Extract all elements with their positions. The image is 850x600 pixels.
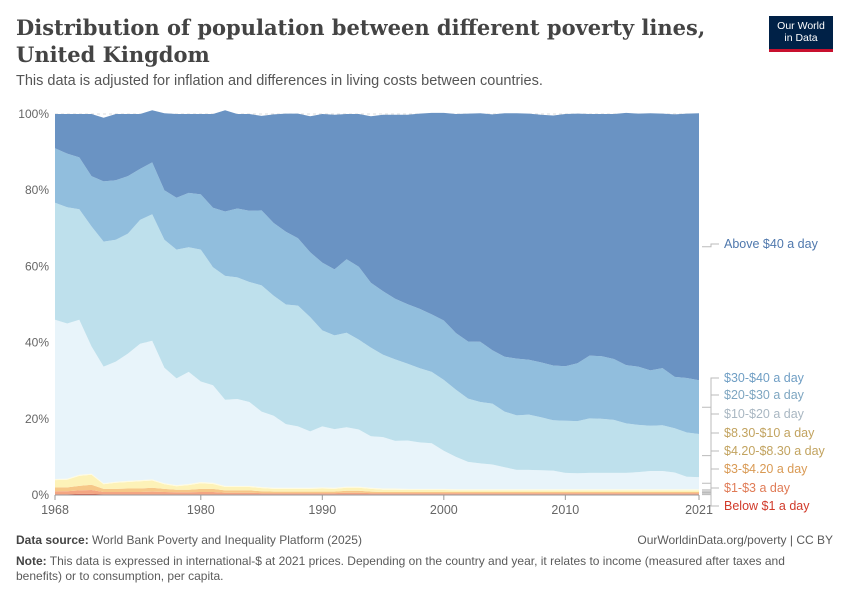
note-text: This data is expressed in international-… (16, 554, 785, 583)
area-30-40-a-day (55, 148, 699, 435)
legend-connector (702, 243, 719, 248)
chart-note: Note: This data is expressed in internat… (16, 554, 826, 584)
x-tick-label: 1990 (308, 503, 336, 517)
y-tick-label: 20% (25, 412, 49, 426)
y-tick-label: 60% (25, 259, 49, 273)
legend-label: $4.20-$8.30 a day (724, 444, 826, 458)
x-tick-label: 2010 (551, 503, 579, 517)
owid-logo[interactable]: Our World in Data (769, 16, 833, 52)
legend-connector (702, 394, 719, 457)
license-link[interactable]: OurWorldinData.org/poverty | CC BY (637, 533, 833, 547)
y-axis: 0% 20% 40% 60% 80% 100% (18, 107, 49, 502)
source-text[interactable]: World Bank Poverty and Inequality Platfo… (92, 533, 362, 547)
chart-subtitle: This data is adjusted for inflation and … (16, 73, 543, 89)
legend-label: $20-$30 a day (724, 388, 805, 402)
chart-title: Distribution of population between diffe… (16, 15, 706, 67)
y-tick-label: 0% (32, 488, 50, 502)
logo-line-1: Our World (777, 20, 825, 32)
note-label: Note: (16, 554, 47, 568)
area-20-30-a-day (55, 202, 699, 478)
x-axis: 1968 1980 1990 2000 2010 2021 (41, 494, 713, 517)
legend-label: $3-$4.20 a day (724, 462, 808, 476)
legend-connector (702, 377, 719, 408)
area-above-40-a-day (55, 110, 699, 381)
y-tick-label: 80% (25, 183, 49, 197)
legend-label: $8.30-$10 a day (724, 426, 815, 440)
area-4-20-8-30-a-day (55, 474, 699, 492)
area-3-4-20-a-day (55, 484, 699, 494)
legend-label: $1-$3 a day (724, 481, 791, 495)
x-tick-label: 1980 (187, 503, 215, 517)
legend-label: Above $40 a day (724, 237, 819, 251)
data-source: Data source: World Bank Poverty and Ineq… (16, 533, 362, 547)
x-tick-label: 1968 (41, 503, 69, 517)
y-tick-label: 40% (25, 336, 49, 350)
legend-label: $30-$40 a day (724, 371, 805, 385)
legend: Below $1 a day $1-$3 a day $3-$4.20 a day $… (702, 237, 826, 513)
area-1-3-a-day (55, 490, 699, 495)
area-10-20-a-day (55, 319, 699, 490)
legend-label: $10-$20 a day (724, 407, 805, 421)
x-tick-label: 2021 (685, 503, 713, 517)
area-layers (55, 110, 699, 495)
legend-label: Below $1 a day (724, 499, 810, 513)
logo-line-2: in Data (784, 32, 818, 44)
y-tick-label: 100% (18, 107, 49, 121)
x-tick-label: 2000 (430, 503, 458, 517)
source-label: Data source: (16, 533, 89, 547)
legend-connector (702, 494, 719, 507)
